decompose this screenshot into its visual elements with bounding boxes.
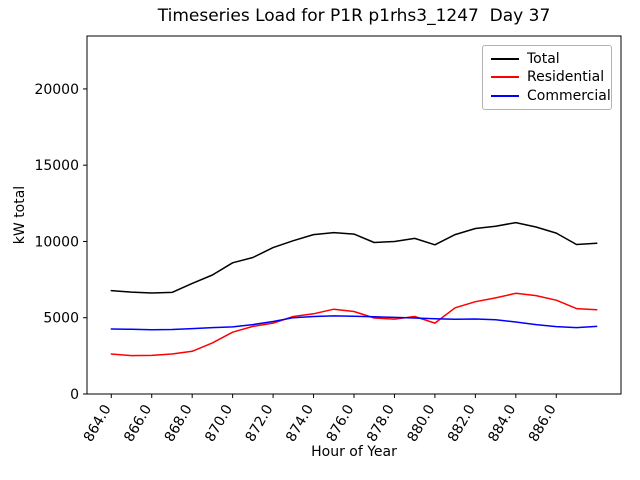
x-tick-label: 868.0 (162, 402, 196, 445)
x-tick-label: 882.0 (445, 402, 479, 445)
legend-line-sample-total (491, 58, 519, 61)
x-axis-label: Hour of Year (311, 444, 397, 460)
y-tick-label: 20000 (34, 82, 79, 98)
x-tick-label: 866.0 (121, 402, 155, 445)
x-tick-label: 878.0 (364, 402, 398, 445)
series-line-residential (110, 292, 598, 357)
legend-label-commercial: Commercial (527, 87, 611, 104)
legend: Total Residential Commercial (482, 45, 612, 110)
y-tick-label: 15000 (34, 158, 79, 174)
series-line-total (110, 221, 598, 294)
y-tick-label: 5000 (43, 311, 79, 327)
chart-title: Timeseries Load for P1R p1rhs3_1247 Day … (157, 6, 551, 26)
y-tick-label: 10000 (34, 234, 79, 250)
legend-row-residential: Residential (491, 68, 605, 86)
y-axis-label: kW total (12, 185, 28, 245)
x-tick-label: 884.0 (485, 402, 519, 445)
legend-row-commercial: Commercial (491, 87, 611, 105)
legend-label-total: Total (527, 51, 560, 68)
legend-line-sample-commercial (491, 94, 519, 97)
x-tick-label: 864.0 (81, 402, 115, 445)
y-tick-label: 0 (70, 387, 79, 403)
series-line-commercial (110, 315, 598, 331)
x-tick-label: 874.0 (283, 402, 317, 445)
x-tick-label: 880.0 (404, 402, 438, 445)
legend-label-residential: Residential (527, 69, 605, 86)
legend-line-sample-residential (491, 76, 519, 79)
x-tick-label: 872.0 (243, 402, 277, 445)
legend-row-total: Total (491, 50, 603, 68)
x-tick-label: 886.0 (526, 402, 560, 445)
x-tick-label: 876.0 (324, 402, 358, 445)
x-tick-label: 870.0 (202, 402, 236, 445)
